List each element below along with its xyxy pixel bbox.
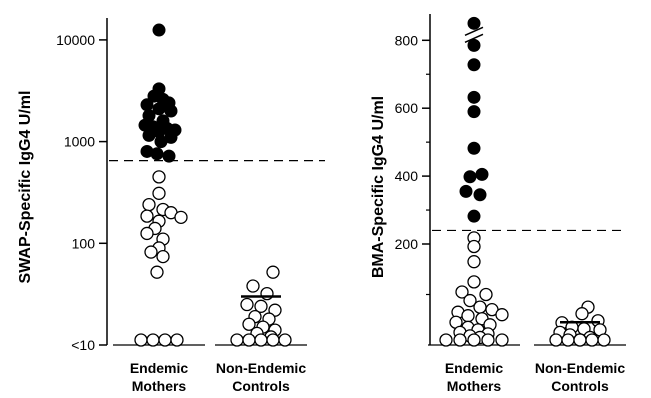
open-data-point (453, 333, 467, 347)
axis-break-mark (464, 26, 484, 37)
open-data-point (481, 333, 495, 347)
open-data-point (467, 239, 481, 254)
open-data-point (549, 333, 563, 347)
open-data-point (142, 197, 156, 212)
filled-data-point (467, 90, 481, 104)
open-data-point (240, 297, 254, 312)
open-data-point (134, 333, 148, 347)
open-data-point (170, 333, 184, 347)
filled-data-point (467, 209, 481, 223)
axis-break-mark (464, 33, 484, 44)
filled-data-point (467, 105, 481, 119)
filled-data-point (150, 147, 164, 161)
y-axis-title: SWAP-Specific IgG4 U/ml (17, 91, 34, 284)
filled-data-point (140, 98, 154, 112)
open-data-point (140, 209, 154, 223)
open-data-point (467, 275, 481, 289)
category-label: Controls (551, 378, 609, 394)
open-data-point (467, 255, 481, 269)
filled-data-point (152, 23, 166, 37)
open-data-point (150, 265, 164, 279)
open-data-point (174, 210, 188, 224)
y-tick-label: 800 (395, 32, 419, 48)
filled-data-point (142, 128, 156, 142)
open-data-point (479, 287, 493, 302)
swap-igg4-panel: <10 100 1000 10000 SWAP-Specific IgG4 U/ml En… (17, 18, 325, 394)
filled-data-point (467, 141, 481, 155)
open-data-point (152, 170, 166, 184)
open-data-point (266, 265, 280, 279)
open-data-point (146, 333, 160, 347)
open-data-point (242, 317, 256, 331)
filled-data-point (459, 184, 473, 198)
open-data-point (278, 333, 292, 347)
y-tick-label: 1000 (64, 134, 95, 150)
open-data-point (597, 333, 611, 347)
y-tick-label: <10 (71, 337, 95, 353)
open-data-point (455, 285, 469, 299)
filled-data-point (162, 149, 176, 163)
category-label: Non-Endemic (216, 360, 306, 376)
open-data-point (439, 333, 453, 347)
open-data-point (585, 333, 599, 347)
open-data-point (246, 279, 260, 293)
open-data-point (254, 299, 268, 313)
filled-data-point (473, 188, 487, 202)
open-data-point (473, 300, 487, 314)
open-data-point (156, 249, 170, 264)
y-tick-label: 400 (395, 168, 419, 184)
filled-data-point (154, 135, 168, 149)
open-data-point (230, 333, 244, 347)
filled-data-point (467, 58, 481, 72)
open-data-point (495, 308, 509, 322)
filled-data-point (463, 170, 477, 184)
y-tick-label: 600 (395, 100, 419, 116)
open-data-point (461, 309, 475, 323)
category-label: Endemic (445, 360, 504, 376)
open-data-point (495, 333, 509, 347)
open-data-point (158, 333, 172, 347)
open-data-point (140, 226, 154, 241)
y-tick-label: 100 (72, 235, 96, 251)
open-data-point (242, 333, 256, 347)
category-label: Mothers (132, 378, 187, 394)
y-tick-label: 10000 (56, 32, 95, 48)
open-data-point (463, 293, 477, 308)
filled-data-point (475, 167, 489, 181)
open-data-point (561, 333, 575, 347)
category-label: Non-Endemic (535, 360, 625, 376)
open-data-point (266, 333, 280, 347)
filled-data-point (164, 104, 178, 118)
category-label: Mothers (447, 378, 502, 394)
y-tick-label: 200 (395, 236, 419, 252)
open-data-point (152, 186, 166, 200)
y-axis-title: BMA-Specific IgG4 U/ml (370, 96, 387, 278)
category-label: Endemic (130, 360, 189, 376)
filled-data-point (467, 16, 481, 30)
open-data-point (575, 307, 589, 321)
open-data-point (573, 333, 587, 347)
category-label: Controls (232, 378, 290, 394)
filled-data-point (467, 38, 481, 52)
bma-igg4-panel: 200 400 600 800 BMA-Specific IgG4 U/ml Endemi… (370, 14, 626, 394)
open-data-point (260, 286, 274, 301)
open-data-point (254, 333, 268, 347)
open-data-point (467, 333, 481, 347)
open-data-point (144, 245, 158, 259)
